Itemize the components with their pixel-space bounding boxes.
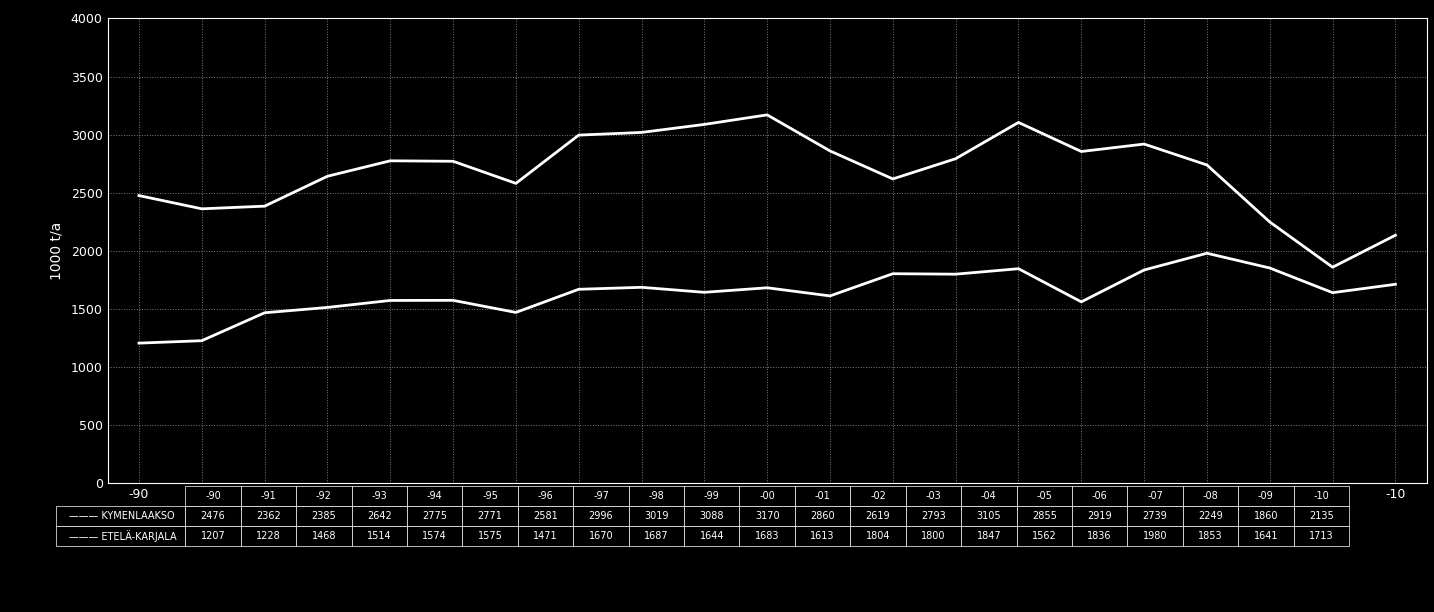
Y-axis label: 1000 t/a: 1000 t/a [50,222,65,280]
